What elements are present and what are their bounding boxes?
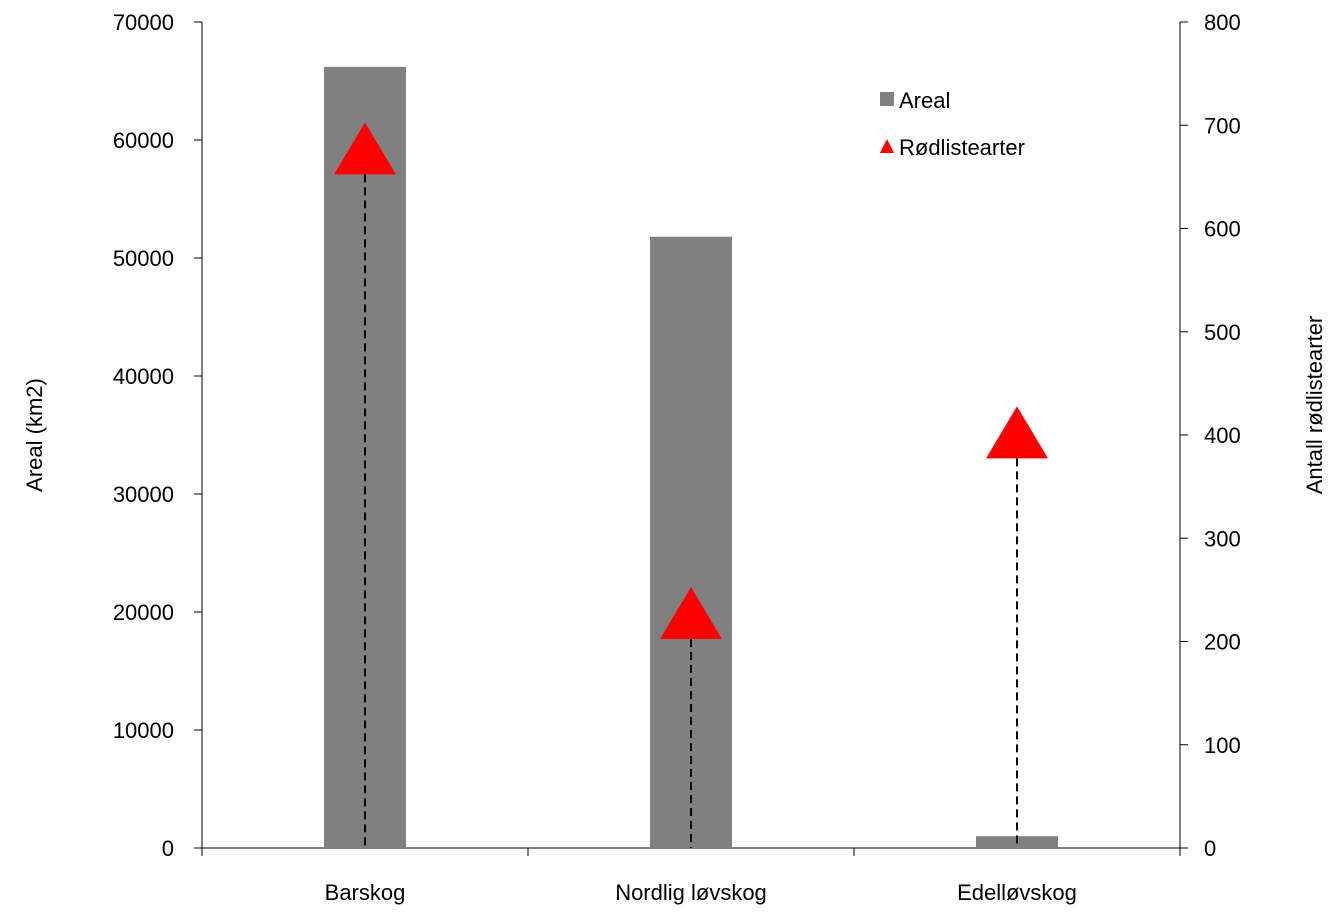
drop-lines	[364, 174, 1018, 848]
marker-rodlistearter	[334, 122, 396, 175]
right-tick-label: 400	[1204, 423, 1241, 448]
category-label: Barskog	[325, 880, 406, 905]
legend-label-rodlistearter: Rødlistearter	[899, 135, 1025, 160]
right-tick-label: 0	[1204, 836, 1216, 861]
category-label: Edelløvskog	[957, 880, 1077, 905]
category-label: Nordlig løvskog	[615, 880, 767, 905]
legend-label-areal: Areal	[899, 88, 950, 113]
bar-areal	[324, 66, 406, 849]
marker-rodlistearter	[986, 406, 1048, 459]
marker-rodlistearter	[660, 587, 722, 640]
legend-swatch-rodlistearter	[880, 139, 894, 153]
right-tick-label: 500	[1204, 320, 1241, 345]
legend: Areal Rødlistearter	[880, 88, 1025, 160]
left-axis-title: Areal (km2)	[22, 378, 47, 492]
left-tick-label: 50000	[113, 246, 174, 271]
left-tick-label: 70000	[113, 10, 174, 35]
right-tick-label: 800	[1204, 10, 1241, 35]
left-tick-label: 40000	[113, 364, 174, 389]
left-tick-label: 20000	[113, 600, 174, 625]
right-tick-label: 700	[1204, 113, 1241, 138]
right-tick-label: 300	[1204, 526, 1241, 551]
right-axis-title: Antall rødlistearter	[1302, 316, 1327, 495]
labels: 0 10000 20000 30000 40000 50000 60000 70000 0 100…	[22, 10, 1327, 905]
legend-swatch-areal	[880, 92, 894, 106]
right-tick-label: 200	[1204, 630, 1241, 655]
left-tick-label: 60000	[113, 128, 174, 153]
left-tick-label: 10000	[113, 718, 174, 743]
markers	[334, 122, 1048, 640]
right-tick-label: 600	[1204, 217, 1241, 242]
left-tick-label: 30000	[113, 482, 174, 507]
left-tick-label: 0	[162, 836, 174, 861]
right-tick-label: 100	[1204, 733, 1241, 758]
